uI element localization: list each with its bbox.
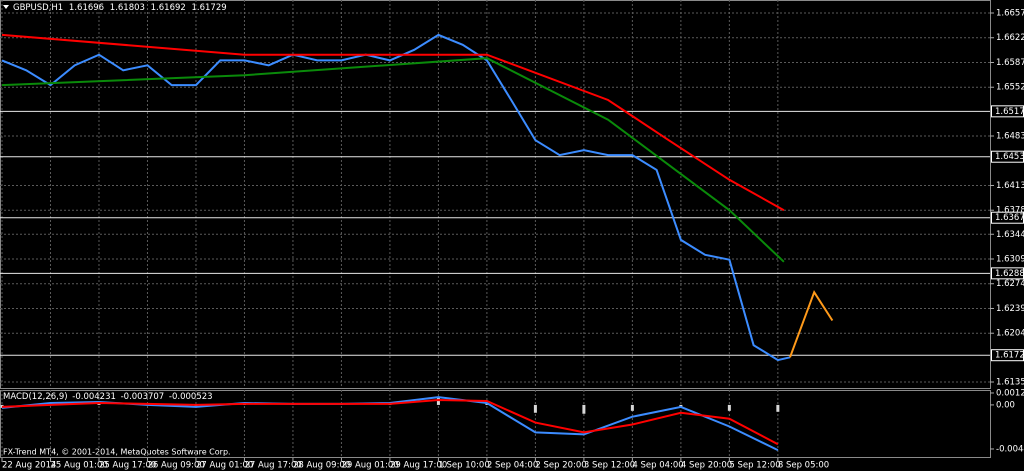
high: 1.61803 (110, 3, 145, 13)
y-tick-label: 1.63090 (996, 254, 1024, 264)
histogram-bar (582, 404, 586, 414)
x-tick-label: 4 Sep 20:00 (681, 461, 732, 471)
level-label: 1.65179 (995, 107, 1024, 117)
menu-arrow[interactable] (3, 5, 9, 9)
x-tick-label: 1 Sep 10:00 (438, 461, 489, 471)
close: 1.61729 (192, 3, 227, 13)
y-tick-label: -0.00449 (996, 444, 1024, 454)
credit: FX-Trend MT4, © 2001-2014, MetaQuotes So… (3, 448, 231, 457)
x-tick-label: 27 Aug 17:00 (244, 461, 301, 471)
y-tick-label: 1.63440 (996, 230, 1024, 240)
series-line (789, 289, 834, 358)
y-tick-label: 0.001217 (996, 388, 1024, 398)
x-tick-label: 28 Aug 09:00 (293, 461, 350, 471)
series-line (1, 398, 779, 446)
y-tick-label: 1.62390 (996, 304, 1024, 314)
x-tick-label: 29 Aug 17:00 (390, 461, 447, 471)
macd-frame (0, 390, 991, 458)
x-tick-label: 2 Sep 20:00 (535, 461, 586, 471)
macd-signal: -0.003707 (121, 392, 165, 402)
y-tick-label: 1.62740 (996, 279, 1024, 289)
chart-header: GBPUSD,H1 1.61696 1.61803 1.61692 1.6172… (13, 3, 227, 13)
y-tick-label: 1.64830 (996, 132, 1024, 142)
y-tick-label: 1.65870 (996, 58, 1024, 68)
main-frame (0, 0, 991, 389)
x-tick-label: 3 Sep 12:00 (584, 461, 635, 471)
histogram-bar (533, 404, 537, 413)
macd-name: MACD(12,26,9) (3, 392, 68, 402)
macd-hist: -0.000523 (169, 392, 213, 402)
x-tick-label: 5 Sep 12:00 (729, 461, 780, 471)
x-tick-label: 26 Aug 09:00 (147, 461, 204, 471)
y-tick-label: 1.64130 (996, 181, 1024, 191)
x-tick-label: 27 Aug 01:00 (196, 461, 253, 471)
low: 1.61692 (151, 3, 186, 13)
x-tick-label: 25 Aug 01:00 (50, 461, 107, 471)
x-tick-label: 8 Sep 05:00 (778, 461, 829, 471)
x-tick-label: 2 Sep 04:00 (487, 461, 538, 471)
series-line (1, 57, 785, 263)
macd-main: -0.004231 (72, 392, 116, 402)
x-tick-label: 4 Sep 04:00 (632, 461, 683, 471)
symbol: GBPUSD,H1 (13, 3, 63, 13)
y-tick-label: 1.66220 (996, 33, 1024, 43)
x-tick-label: 25 Aug 17:00 (99, 461, 156, 471)
open: 1.61696 (69, 3, 104, 13)
y-tick-label: 1.65520 (996, 83, 1024, 93)
x-tick-label: 29 Aug 01:00 (341, 461, 398, 471)
y-tick-label: 1.62040 (996, 329, 1024, 339)
level-label: 1.62887 (995, 269, 1024, 279)
histogram-bar (630, 404, 634, 411)
y-tick-label: 1.61350 (996, 377, 1024, 387)
y-tick-label: 0.00 (996, 400, 1015, 410)
y-tick-label: 1.66570 (996, 9, 1024, 19)
level-label: 1.64537 (995, 152, 1024, 162)
macd-header: MACD(12,26,9) -0.004231 -0.003707 -0.000… (3, 392, 213, 402)
x-tick-label: 22 Aug 2014 (2, 461, 56, 471)
histogram-bar (727, 404, 731, 411)
y-tick-label: 1.63780 (996, 206, 1024, 216)
histogram-bar (776, 404, 780, 412)
level-label: 1.61729 (995, 351, 1024, 361)
series-line (1, 33, 785, 212)
level-label: 1.63674 (995, 213, 1024, 223)
